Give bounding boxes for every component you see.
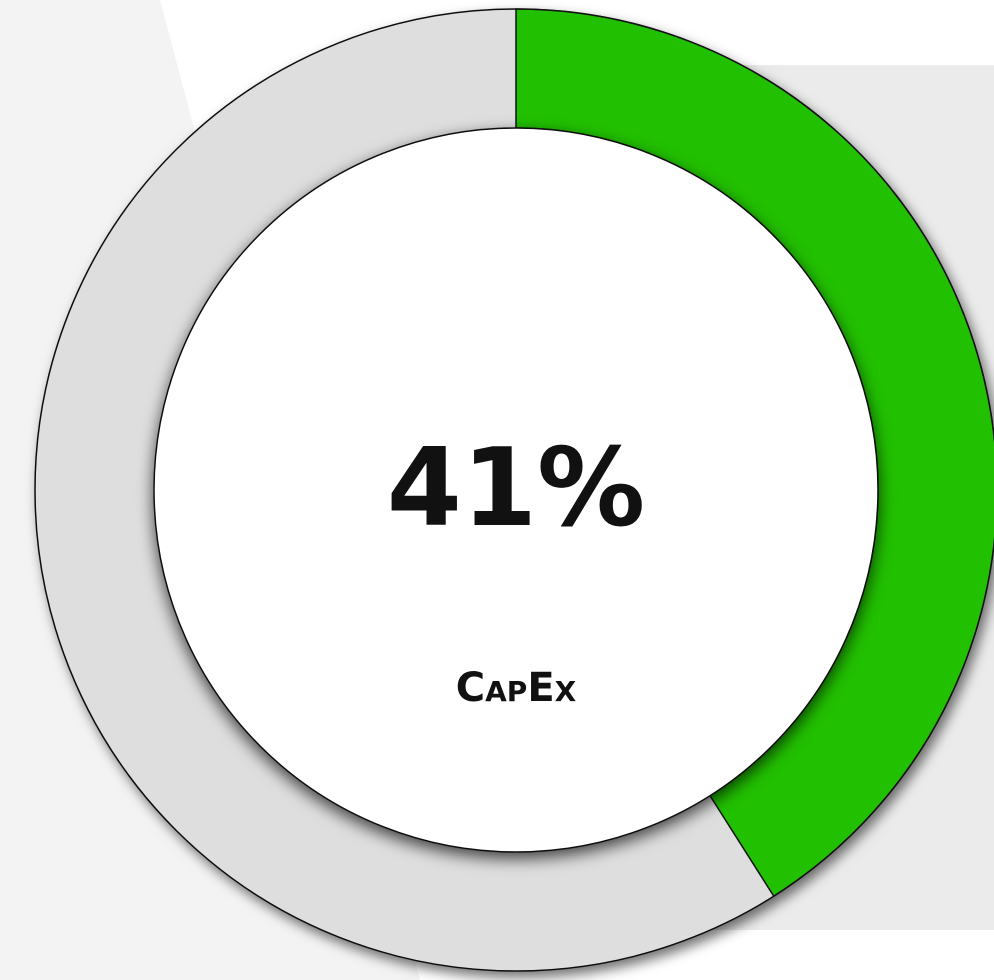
donut-hole	[153, 127, 879, 853]
value-label: 41%	[387, 426, 646, 551]
center-label: CapEx	[456, 665, 577, 711]
ring	[34, 8, 994, 972]
